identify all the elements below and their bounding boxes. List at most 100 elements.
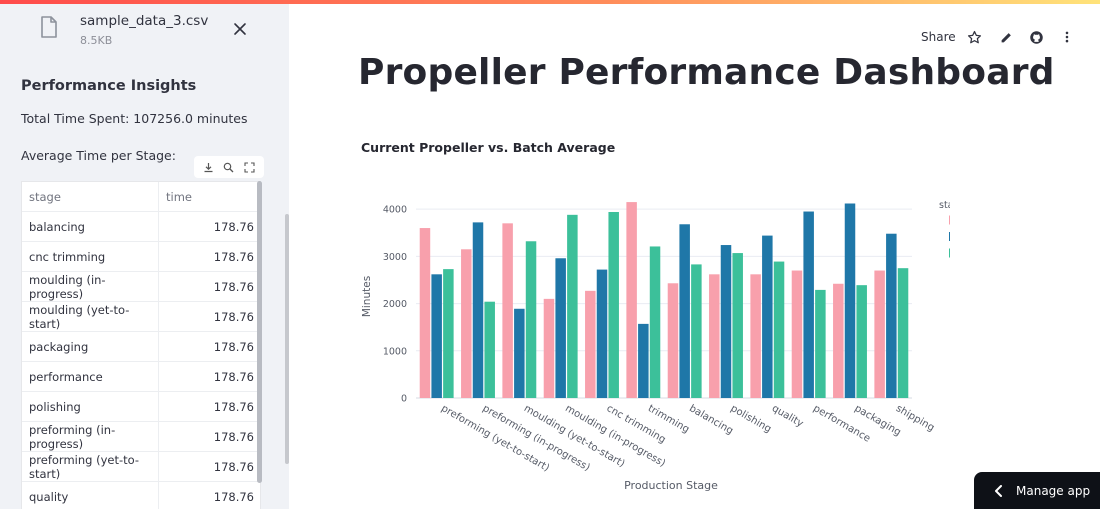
- cell-stage: quality: [22, 482, 159, 509]
- total-time: Total Time Spent: 107256.0 minutes: [21, 111, 248, 126]
- cell-time: 178.76: [213, 489, 254, 504]
- cell-time: 178.76: [213, 399, 254, 414]
- column-header-time[interactable]: time: [166, 189, 192, 204]
- cell-stage: balancing: [22, 212, 159, 241]
- bar[interactable]: [856, 285, 867, 398]
- github-icon[interactable]: [1028, 29, 1044, 45]
- avg-time-label: Average Time per Stage:: [21, 148, 176, 163]
- bar[interactable]: [461, 249, 472, 398]
- manage-app-label: Manage app: [1016, 483, 1091, 498]
- bar[interactable]: [626, 202, 637, 398]
- bar[interactable]: [638, 323, 649, 398]
- bar[interactable]: [791, 270, 803, 398]
- star-icon[interactable]: [966, 29, 982, 45]
- chevron-left-icon: [995, 484, 1002, 497]
- bar[interactable]: [720, 245, 732, 398]
- table-row[interactable]: moulding (in-progress) 178.76: [22, 272, 260, 302]
- bar[interactable]: [750, 274, 761, 398]
- bar[interactable]: [874, 270, 885, 398]
- bar[interactable]: [472, 222, 484, 398]
- bar[interactable]: [431, 274, 442, 398]
- bar[interactable]: [886, 233, 897, 398]
- top-decoration-line: [0, 0, 1100, 4]
- share-button[interactable]: Share: [921, 30, 956, 44]
- bar[interactable]: [803, 211, 814, 398]
- cell-time: 178.76: [213, 459, 254, 474]
- bar[interactable]: [525, 241, 537, 398]
- table-row[interactable]: preforming (in-progress) 178.76: [22, 422, 260, 452]
- bar[interactable]: [484, 301, 495, 398]
- sidebar-heading: Performance Insights: [21, 78, 197, 94]
- bar[interactable]: [897, 268, 909, 398]
- y-tick-label: 1000: [383, 346, 407, 357]
- bar[interactable]: [709, 274, 720, 398]
- download-icon[interactable]: [201, 160, 215, 174]
- table-row[interactable]: polishing 178.76: [22, 392, 260, 422]
- bar[interactable]: [596, 269, 608, 398]
- table-toolbar: [194, 156, 264, 178]
- bar[interactable]: [502, 223, 513, 398]
- cell-time: 178.76: [213, 309, 254, 324]
- chart-title: Current Propeller vs. Batch Average: [361, 140, 616, 155]
- cell-stage: preforming (yet-to-start): [22, 452, 159, 481]
- bar[interactable]: [833, 283, 844, 398]
- bar[interactable]: [844, 203, 856, 398]
- y-tick-label: 2000: [383, 299, 407, 310]
- cell-stage: cnc trimming: [22, 242, 159, 271]
- cell-time: 178.76: [213, 339, 254, 354]
- table-row[interactable]: performance 178.76: [22, 362, 260, 392]
- legend-swatch: [949, 232, 950, 241]
- legend-title: status: [939, 200, 950, 211]
- bar[interactable]: [555, 258, 566, 398]
- file-name: sample_data_3.csv: [80, 13, 209, 29]
- y-tick-label: 4000: [383, 205, 407, 216]
- column-header-stage[interactable]: stage: [22, 182, 159, 211]
- edit-icon[interactable]: [998, 29, 1014, 45]
- table-row[interactable]: quality 178.76: [22, 482, 260, 509]
- bar[interactable]: [443, 269, 454, 398]
- cell-stage: preforming (in-progress): [22, 422, 159, 451]
- stage-time-table[interactable]: stage time balancing 178.76 cnc trimming 1…: [21, 181, 261, 509]
- manage-app-button[interactable]: Manage app: [974, 472, 1100, 509]
- table-scrollbar[interactable]: [257, 181, 262, 483]
- sidebar-scrollbar[interactable]: [285, 214, 289, 464]
- x-tick-label: balancing: [687, 403, 735, 437]
- table-row[interactable]: moulding (yet-to-start) 178.76: [22, 302, 260, 332]
- y-tick-label: 3000: [383, 252, 407, 263]
- page-title: Propeller Performance Dashboard: [358, 52, 1055, 93]
- cell-stage: moulding (in-progress): [22, 272, 159, 301]
- uploaded-file: sample_data_3.csv 8.5KB: [0, 10, 289, 54]
- bar[interactable]: [608, 211, 619, 398]
- cell-time: 178.76: [213, 429, 254, 444]
- cell-stage: packaging: [22, 332, 159, 361]
- bar[interactable]: [667, 283, 679, 398]
- y-tick-label: 0: [401, 394, 407, 405]
- bar[interactable]: [679, 224, 690, 398]
- close-icon[interactable]: [231, 20, 249, 38]
- bar[interactable]: [514, 308, 525, 398]
- bar[interactable]: [543, 298, 555, 398]
- bar[interactable]: [732, 253, 743, 398]
- bar[interactable]: [419, 228, 431, 398]
- cell-stage: polishing: [22, 392, 159, 421]
- bar[interactable]: [762, 235, 773, 398]
- legend-swatch: [949, 215, 950, 225]
- table-row[interactable]: cnc trimming 178.76: [22, 242, 260, 272]
- legend-swatch: [949, 248, 950, 258]
- bar[interactable]: [567, 214, 578, 398]
- fullscreen-icon[interactable]: [243, 160, 257, 174]
- bar[interactable]: [815, 289, 826, 398]
- table-row[interactable]: preforming (yet-to-start) 178.76: [22, 452, 260, 482]
- x-tick-label: polishing: [729, 403, 774, 435]
- search-icon[interactable]: [222, 160, 236, 174]
- cell-time: 178.76: [213, 249, 254, 264]
- table-header-row: stage time: [22, 182, 260, 212]
- table-row[interactable]: balancing 178.76: [22, 212, 260, 242]
- more-icon[interactable]: [1059, 29, 1075, 45]
- table-row[interactable]: packaging 178.76: [22, 332, 260, 362]
- bar[interactable]: [585, 290, 596, 398]
- bar[interactable]: [691, 264, 702, 398]
- bar[interactable]: [649, 246, 661, 398]
- bar[interactable]: [773, 261, 785, 398]
